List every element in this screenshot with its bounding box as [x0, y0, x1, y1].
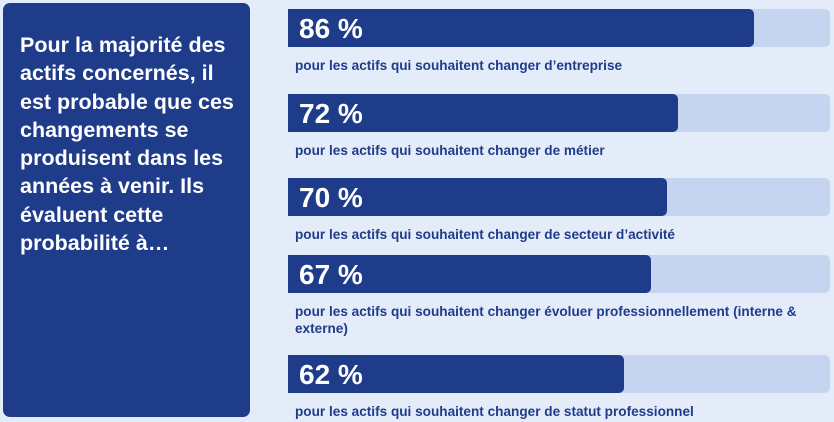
bar-value-label: 72 % [299, 98, 363, 129]
intro-panel: Pour la majorité des actifs concernés, i… [3, 3, 250, 417]
bar-category-label: pour les actifs qui souhaitent changer é… [295, 304, 797, 336]
bar [288, 9, 755, 47]
bar-category-label: pour les actifs qui souhaitent changer d… [295, 143, 605, 158]
bar-value-label: 86 % [299, 13, 363, 44]
bar [288, 255, 652, 293]
bar-value-label: 67 % [299, 259, 363, 290]
bar-category-label: pour les actifs qui souhaitent changer d… [295, 58, 623, 73]
bar [288, 94, 679, 132]
intro-text: Pour la majorité des actifs concernés, i… [20, 33, 234, 256]
bar-value-label: 62 % [299, 359, 363, 390]
bar-category-label: pour les actifs qui souhaitent changer d… [295, 404, 694, 419]
bar-chart: 86 % pour les actifs qui souhaitent chang… [288, 0, 830, 422]
bar-value-label: 70 % [299, 182, 363, 213]
bar [288, 355, 625, 393]
bar-category-label: pour les actifs qui souhaitent changer d… [295, 227, 675, 242]
bar [288, 178, 668, 216]
